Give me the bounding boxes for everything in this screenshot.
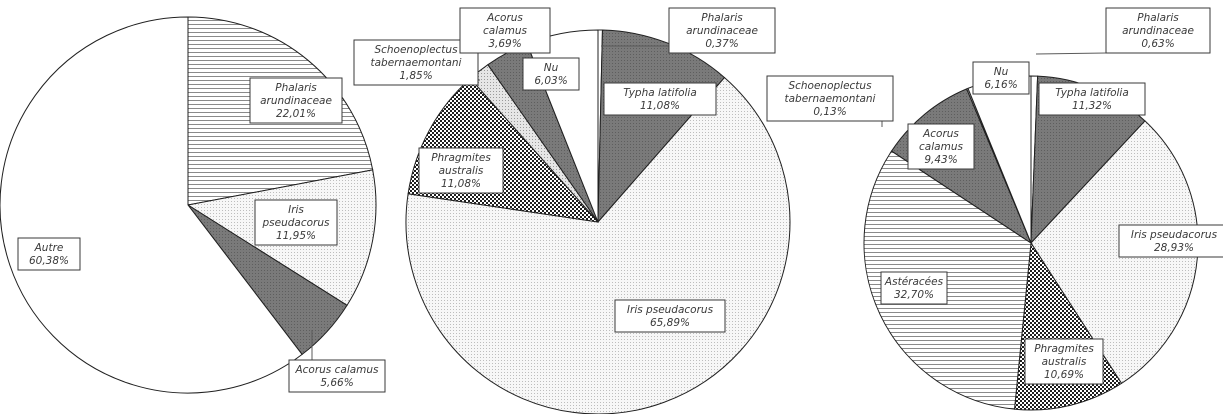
- slice-name-text: Iris pseudacorus: [1131, 229, 1218, 241]
- slice-percent-text: 5,66%: [320, 377, 353, 389]
- slice-name-text: pseudacorus: [262, 217, 331, 229]
- slice-percent-text: 11,08%: [640, 100, 680, 112]
- slice-percent-text: 32,70%: [894, 289, 934, 301]
- slice-name-text: Iris pseudacorus: [627, 304, 714, 316]
- pie3-leader-phalaris-arundinaceae: [1035, 52, 1107, 55]
- label-box: [418, 147, 504, 194]
- slice-name-text: arundinaceae: [686, 25, 758, 37]
- slice-name-text: Iris: [288, 204, 304, 216]
- slice-name-text: arundinaceae: [1122, 25, 1194, 37]
- pie3-slice-iris-pseudacorus: [1030, 120, 1199, 385]
- slice-percent-text: 10,69%: [1044, 369, 1084, 381]
- slice-name-text: Autre: [34, 242, 64, 254]
- label-box: [17, 237, 81, 271]
- slice-name-text: calamus: [483, 25, 527, 37]
- label-box: [353, 39, 479, 86]
- slice-name-text: Astéracées: [884, 276, 944, 288]
- slice-name-text: australis: [439, 165, 484, 177]
- label-box: [907, 123, 975, 170]
- slice-percent-text: 0,63%: [1141, 38, 1174, 50]
- label-box: [1038, 82, 1146, 116]
- slice-name-text: Acorus: [486, 12, 523, 24]
- label-box: [254, 199, 338, 246]
- slice-name-text: Phalaris: [701, 12, 743, 24]
- slice-percent-text: 6,03%: [534, 75, 567, 87]
- slice-percent-text: 1,85%: [399, 70, 432, 82]
- label-box: [766, 75, 894, 122]
- slice-percent-text: 6,16%: [984, 79, 1017, 91]
- label-box: [603, 82, 717, 116]
- slice-name-text: Nu: [994, 66, 1009, 78]
- label-box: [1105, 7, 1211, 54]
- slice-name-text: Typha latifolia: [623, 87, 697, 99]
- slice-name-text: Phragmites: [431, 152, 491, 164]
- slice-percent-text: 3,69%: [488, 38, 521, 50]
- slice-name-text: calamus: [919, 141, 963, 153]
- label-box: [972, 61, 1030, 95]
- slice-percent-text: 11,95%: [276, 230, 316, 242]
- pie2-label-nu: Nu6,03%: [522, 57, 580, 91]
- slice-name-text: Nu: [544, 62, 559, 74]
- label-box: [668, 7, 776, 54]
- slice-name-text: Typha latifolia: [1055, 87, 1129, 99]
- slice-percent-text: 9,43%: [924, 154, 957, 166]
- pie2-slice-typha-latifolia: [597, 29, 726, 224]
- slice-name-text: Acorus: [922, 128, 959, 140]
- label-box: [249, 77, 343, 124]
- slice-name-text: Phragmites: [1034, 343, 1094, 355]
- slice-name-text: Schoenoplectus: [374, 44, 458, 56]
- label-box: [459, 7, 551, 54]
- slice-name-text: tabernaemontani: [785, 93, 876, 105]
- slice-percent-text: 11,08%: [441, 178, 481, 190]
- label-box: [1024, 338, 1104, 385]
- slice-percent-text: 60,38%: [29, 255, 69, 267]
- slice-percent-text: 22,01%: [276, 108, 316, 120]
- slice-name-text: tabernaemontani: [371, 57, 462, 69]
- slice-name-text: Phalaris: [275, 82, 317, 94]
- slice-name-text: Acorus calamus: [294, 364, 379, 376]
- slice-percent-text: 28,93%: [1154, 242, 1194, 254]
- pie1-slice-autre: [0, 16, 303, 394]
- slice-percent-text: 11,32%: [1072, 100, 1112, 112]
- slice-percent-text: 0,13%: [813, 106, 846, 118]
- pie3-label-nu: Nu6,16%: [972, 61, 1030, 95]
- slice-name-text: australis: [1042, 356, 1087, 368]
- label-box: [880, 271, 948, 305]
- slice-name-text: Schoenoplectus: [788, 80, 872, 92]
- slice-name-text: Phalaris: [1137, 12, 1179, 24]
- slice-name-text: arundinaceae: [260, 95, 332, 107]
- label-box: [288, 359, 386, 393]
- label-box: [614, 299, 726, 333]
- label-box: [522, 57, 580, 91]
- label-box: [1118, 224, 1223, 258]
- slice-percent-text: 0,37%: [705, 38, 738, 50]
- slice-percent-text: 65,89%: [650, 317, 690, 329]
